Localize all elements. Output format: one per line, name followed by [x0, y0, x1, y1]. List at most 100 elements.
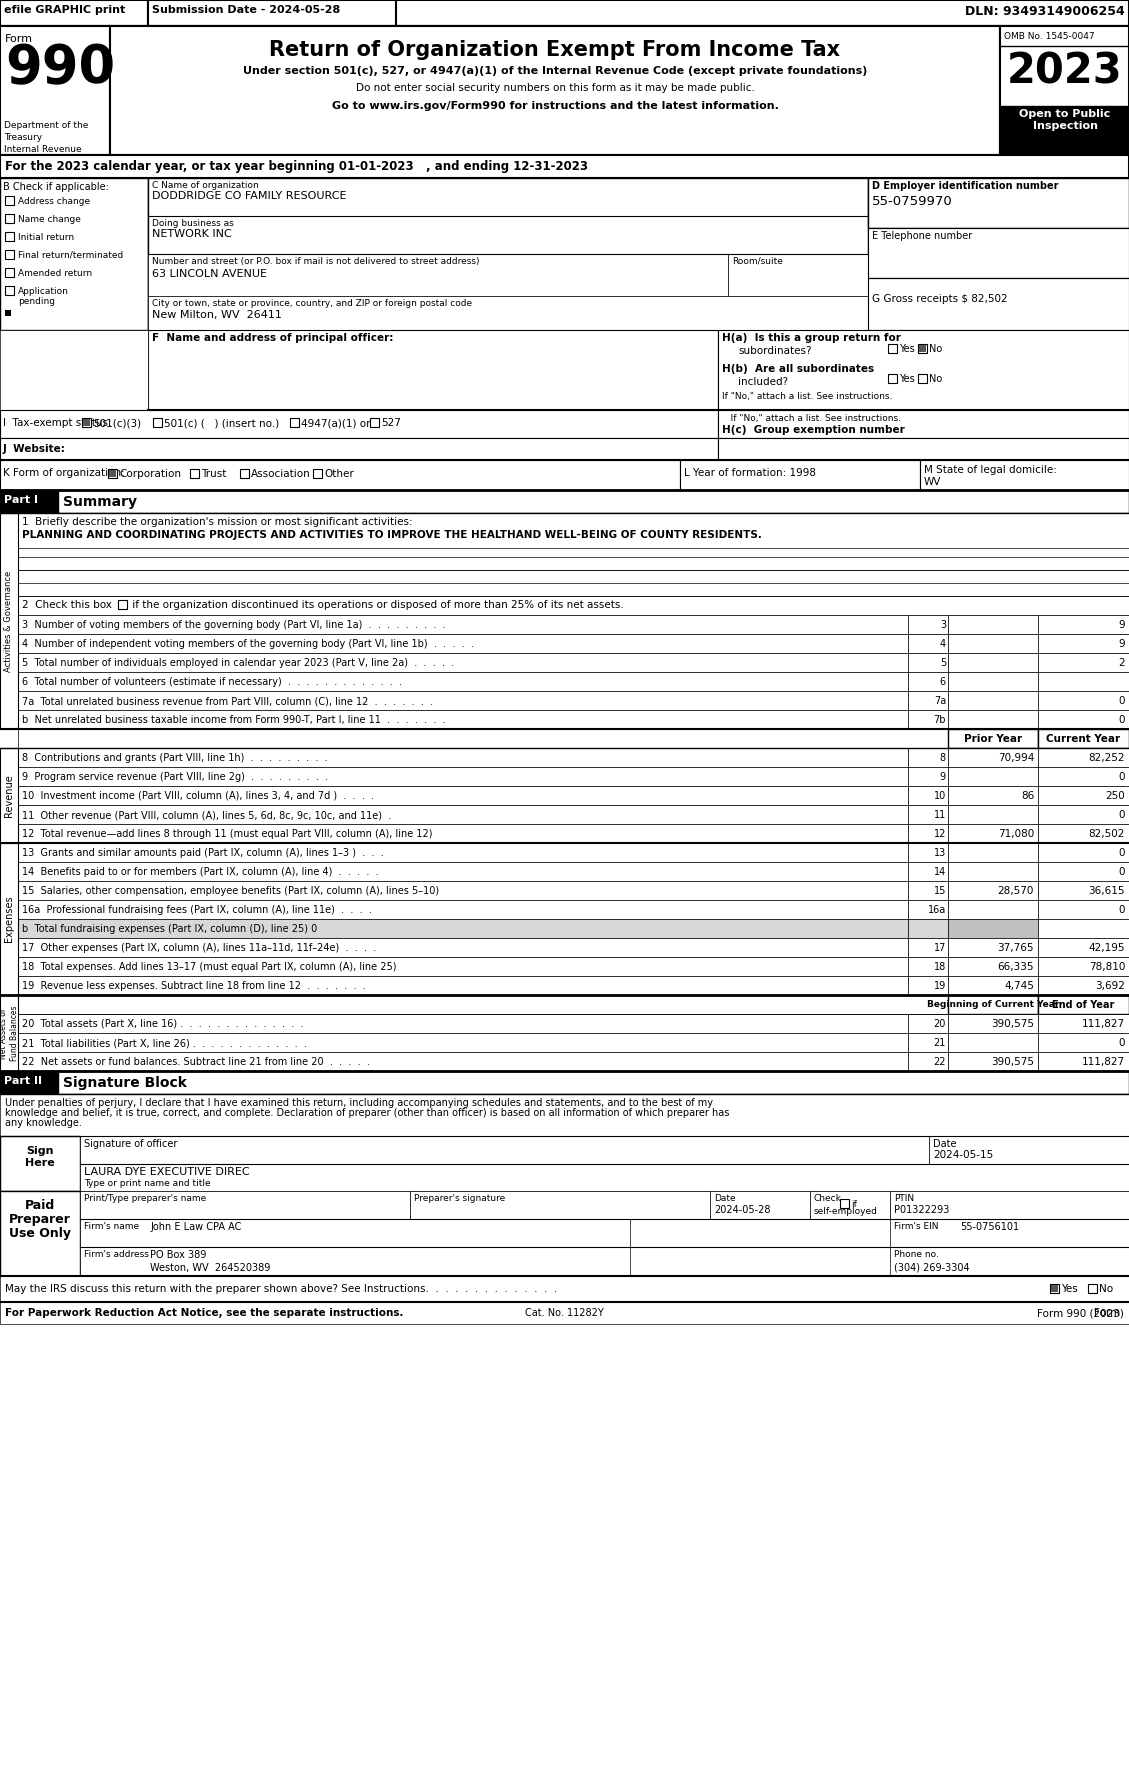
Bar [1038, 786, 1129, 805]
Bar [0, 1093, 1129, 1136]
Text: efile GRAPHIC print: efile GRAPHIC print [5, 5, 125, 14]
Bar [680, 459, 920, 489]
Bar [948, 615, 1038, 634]
Text: 7b: 7b [934, 715, 946, 726]
Bar [5, 311, 11, 316]
Text: 501(c)(3): 501(c)(3) [93, 419, 141, 427]
Text: D Employer identification number: D Employer identification number [872, 180, 1059, 191]
Bar [908, 786, 948, 805]
Text: City or town, state or province, country, and ZIP or foreign postal code: City or town, state or province, country… [152, 298, 472, 307]
Text: 6  Total number of volunteers (estimate if necessary)  .  .  .  .  .  .  .  .  .: 6 Total number of volunteers (estimate i… [21, 676, 402, 687]
Text: 16a: 16a [928, 904, 946, 915]
Text: 0: 0 [1119, 848, 1124, 858]
Bar [5, 231, 14, 240]
Text: 3: 3 [939, 620, 946, 630]
Bar [0, 1190, 80, 1277]
Bar [0, 1070, 58, 1093]
Bar [1038, 977, 1129, 994]
Text: 37,765: 37,765 [998, 943, 1034, 954]
Text: J  Website:: J Website: [3, 443, 65, 454]
Bar [908, 634, 948, 653]
Bar [1038, 957, 1129, 977]
Bar [1038, 842, 1129, 862]
Text: Firm's address: Firm's address [84, 1250, 149, 1259]
Bar [18, 901, 908, 918]
Bar [948, 673, 1038, 691]
Bar [58, 489, 1129, 512]
Text: 82,252: 82,252 [1088, 752, 1124, 763]
Text: Number and street (or P.O. box if mail is not delivered to street address): Number and street (or P.O. box if mail i… [152, 258, 480, 267]
Bar [0, 178, 148, 330]
Bar [929, 1136, 1129, 1164]
Text: 0: 0 [1119, 1038, 1124, 1047]
Text: b  Net unrelated business taxable income from Form 990-T, Part I, line 11  .  . : b Net unrelated business taxable income … [21, 715, 446, 726]
Text: Go to www.irs.gov/Form990 for instructions and the latest information.: Go to www.irs.gov/Form990 for instructio… [332, 101, 778, 111]
Text: Preparer: Preparer [9, 1213, 71, 1226]
Text: 10: 10 [934, 791, 946, 802]
Text: Treasury: Treasury [5, 132, 42, 141]
Text: 2024-05-28: 2024-05-28 [714, 1204, 770, 1215]
Text: 20  Total assets (Part X, line 16) .  .  .  .  .  .  .  .  .  .  .  .  .  .: 20 Total assets (Part X, line 16) . . . … [21, 1019, 304, 1030]
Text: Type or print name and title: Type or print name and title [84, 1180, 211, 1189]
Bar [1000, 26, 1129, 155]
Text: Beginning of Current Year: Beginning of Current Year [927, 1000, 1059, 1008]
Bar [868, 178, 1129, 228]
Bar [80, 1164, 1129, 1190]
Text: if: if [851, 1201, 857, 1210]
Text: 82,502: 82,502 [1088, 828, 1124, 839]
Text: 4,745: 4,745 [1004, 980, 1034, 991]
Text: 111,827: 111,827 [1082, 1019, 1124, 1030]
Text: 17: 17 [934, 943, 946, 954]
Bar [240, 470, 250, 479]
Text: H(c)  Group exemption number: H(c) Group exemption number [723, 426, 904, 434]
Text: 3  Number of voting members of the governing body (Part VI, line 1a)  .  .  .  .: 3 Number of voting members of the govern… [21, 620, 446, 630]
Text: 2024-05-15: 2024-05-15 [933, 1150, 994, 1160]
Text: LAURA DYE EXECUTIVE DIREC: LAURA DYE EXECUTIVE DIREC [84, 1167, 250, 1176]
Bar [710, 1190, 809, 1219]
Bar [190, 470, 199, 479]
Bar [948, 1033, 1038, 1053]
Text: Sign: Sign [26, 1146, 54, 1157]
Text: 0: 0 [1119, 867, 1124, 878]
Bar [1038, 918, 1129, 938]
Text: NETWORK INC: NETWORK INC [152, 230, 231, 238]
Bar [908, 691, 948, 710]
Bar [0, 0, 1129, 26]
Bar [18, 994, 948, 1014]
Text: PO Box 389: PO Box 389 [150, 1250, 207, 1259]
Text: 8: 8 [939, 752, 946, 763]
Bar [5, 268, 14, 277]
Text: 16a  Professional fundraising fees (Part IX, column (A), line 11e)  .  .  .  .: 16a Professional fundraising fees (Part … [21, 904, 371, 915]
Text: Part I: Part I [5, 494, 38, 505]
Bar [154, 419, 161, 427]
Text: 390,575: 390,575 [991, 1058, 1034, 1067]
Text: 3,692: 3,692 [1095, 980, 1124, 991]
Bar [908, 918, 948, 938]
Text: 10  Investment income (Part VIII, column (A), lines 3, 4, and 7d )  .  .  .  .: 10 Investment income (Part VIII, column … [21, 791, 374, 802]
Text: Open to Public
Inspection: Open to Public Inspection [1019, 109, 1111, 131]
Bar [908, 901, 948, 918]
Text: subordinates?: subordinates? [738, 346, 812, 357]
Text: 990: 990 [5, 42, 115, 94]
Bar [908, 710, 948, 729]
Text: G Gross receipts $ 82,502: G Gross receipts $ 82,502 [872, 293, 1007, 304]
Text: Signature Block: Signature Block [63, 1075, 187, 1090]
Text: 66,335: 66,335 [998, 962, 1034, 971]
Bar [1038, 766, 1129, 786]
Bar [410, 1190, 710, 1219]
Bar [948, 749, 1038, 766]
Bar [948, 938, 1038, 957]
Text: No: No [1099, 1284, 1113, 1294]
Bar [0, 330, 148, 410]
Text: 9: 9 [1119, 620, 1124, 630]
Bar [18, 1053, 908, 1070]
Text: 2  Check this box: 2 Check this box [21, 600, 112, 609]
Bar [908, 749, 948, 766]
Text: For Paperwork Reduction Act Notice, see the separate instructions.: For Paperwork Reduction Act Notice, see … [5, 1309, 403, 1317]
Bar [718, 438, 1129, 459]
Text: Application: Application [18, 288, 69, 297]
Text: 15  Salaries, other compensation, employee benefits (Part IX, column (A), lines : 15 Salaries, other compensation, employe… [21, 887, 439, 895]
Text: Under section 501(c), 527, or 4947(a)(1) of the Internal Revenue Code (except pr: Under section 501(c), 527, or 4947(a)(1)… [243, 65, 867, 76]
Text: 21  Total liabilities (Part X, line 26) .  .  .  .  .  .  .  .  .  .  .  .  .: 21 Total liabilities (Part X, line 26) .… [21, 1038, 307, 1047]
Bar [80, 1190, 410, 1219]
